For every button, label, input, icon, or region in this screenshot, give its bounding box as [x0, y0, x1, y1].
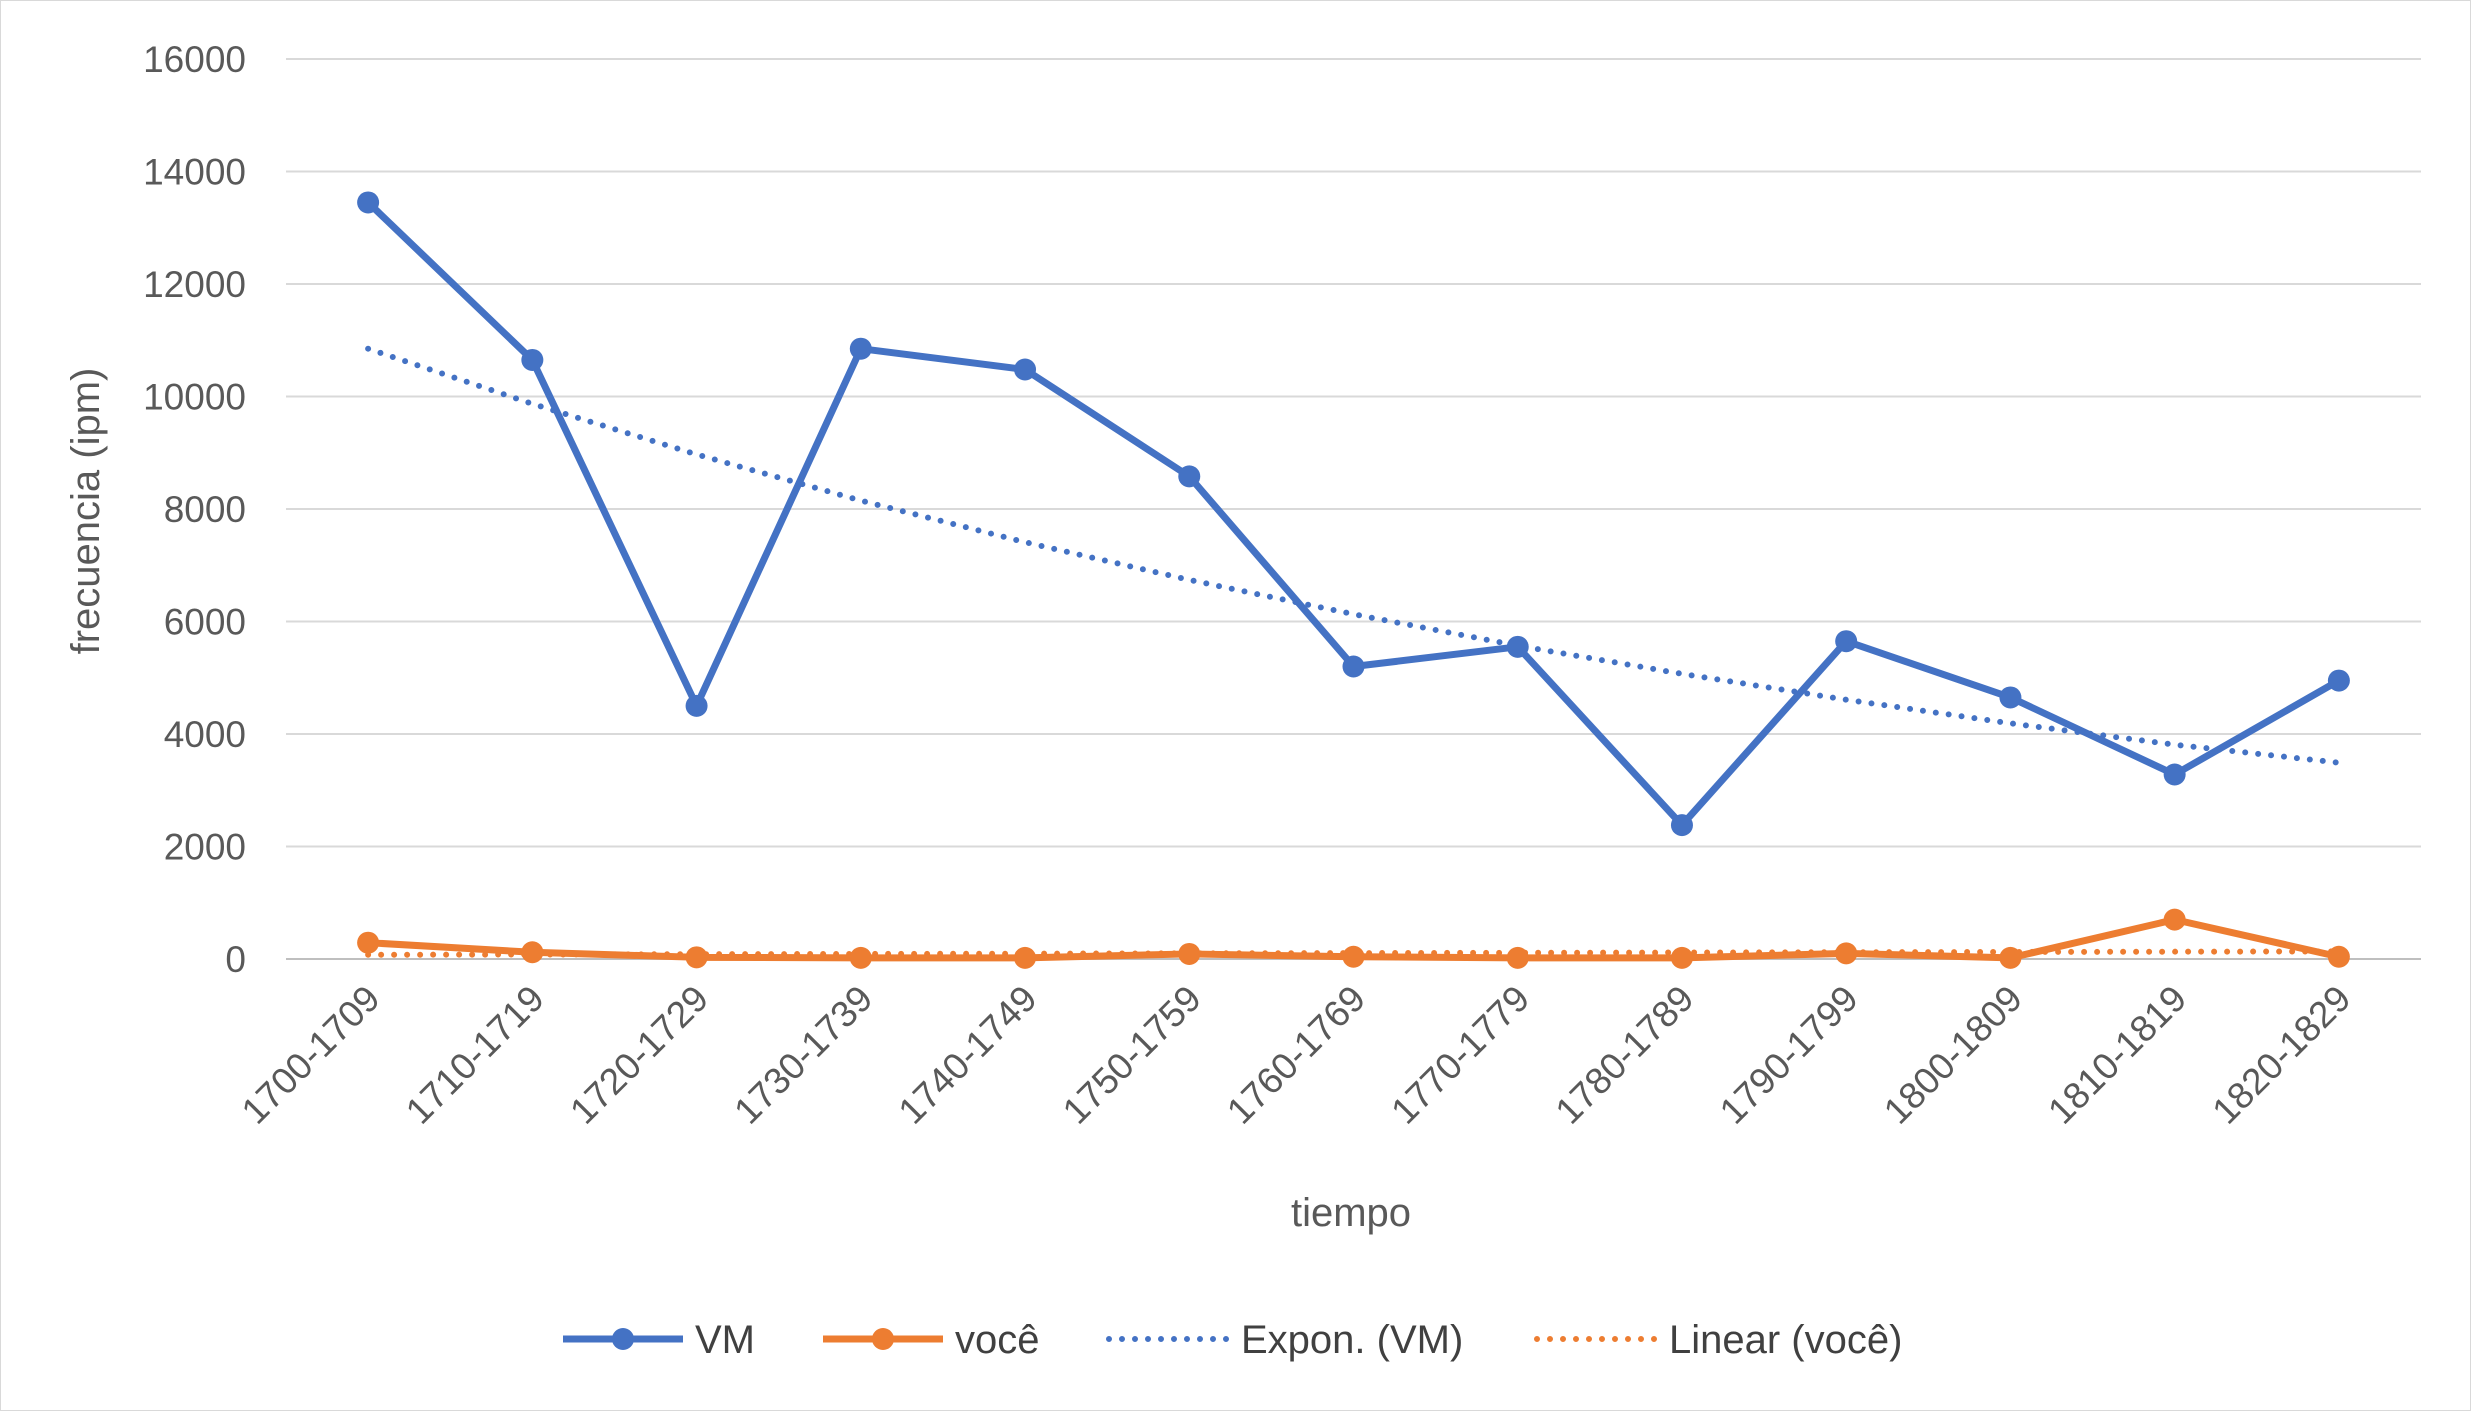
data-point	[357, 191, 380, 214]
legend-marker	[872, 1328, 894, 1350]
y-tick-label: 12000	[143, 264, 246, 305]
x-tick-label: 1820-1829	[2204, 978, 2358, 1132]
x-tick-label: 1800-1809	[1876, 978, 2030, 1132]
data-point	[357, 931, 380, 954]
data-point	[1178, 942, 1201, 965]
x-tick-label: 1710-1719	[398, 978, 552, 1132]
legend-label: você	[955, 1318, 1040, 1362]
x-tick-label: 1770-1779	[1383, 978, 1537, 1132]
data-point	[1014, 358, 1037, 381]
data-point	[1835, 630, 1858, 653]
x-tick-label: 1720-1729	[562, 978, 716, 1132]
x-tick-label: 1750-1759	[1055, 978, 1209, 1132]
data-point	[1506, 635, 1529, 658]
data-point	[685, 946, 708, 969]
data-point	[849, 946, 872, 969]
y-tick-label: 6000	[164, 602, 246, 643]
legend-label: VM	[695, 1318, 755, 1362]
x-tick-label: 1780-1789	[1548, 978, 1702, 1132]
data-point	[2163, 763, 2186, 786]
x-tick-label: 1810-1819	[2040, 978, 2194, 1132]
x-tick-label: 1700-1709	[234, 978, 388, 1132]
x-tick-label: 1740-1749	[891, 978, 1045, 1132]
y-axis-ticks: 0 2000 4000 6000 8000 10000 12000 14000 16000	[143, 39, 246, 980]
y-tick-label: 4000	[164, 714, 246, 755]
data-point	[849, 337, 872, 360]
data-point	[1835, 942, 1858, 965]
data-point	[1670, 814, 1693, 837]
y-tick-label: 16000	[143, 39, 246, 80]
legend-label: Linear (você)	[1669, 1318, 1902, 1362]
data-point	[1670, 946, 1693, 969]
data-point	[2163, 908, 2186, 931]
x-tick-label: 1730-1739	[726, 978, 880, 1132]
series-line-0	[364, 198, 2343, 829]
gridlines	[286, 58, 2421, 960]
series-line-2	[365, 345, 2342, 766]
data-point	[521, 348, 544, 371]
y-tick-label: 2000	[164, 827, 246, 868]
y-tick-label: 0	[225, 939, 246, 980]
data-point	[1506, 946, 1529, 969]
legend: VM você Expon. (VM) Linear (você)	[563, 1318, 1902, 1362]
data-point	[1014, 946, 1037, 969]
data-point	[1342, 655, 1365, 678]
data-point	[1999, 946, 2022, 969]
legend-marker	[612, 1328, 634, 1350]
x-axis-ticks: 1700-1709 1710-1719 1720-1729 1730-1739 1740…	[234, 978, 2359, 1132]
data-point	[2327, 945, 2350, 968]
data-point	[1178, 465, 1201, 488]
x-tick-label: 1760-1769	[1219, 978, 1373, 1132]
data-point	[685, 694, 708, 717]
x-axis-title: tiempo	[1291, 1191, 1411, 1235]
y-axis-title: frecuencia (ipm)	[64, 368, 108, 655]
data-point	[1999, 686, 2022, 709]
data-point	[2327, 669, 2350, 692]
y-tick-label: 10000	[143, 377, 246, 418]
data-point	[1342, 945, 1365, 968]
series	[357, 191, 2350, 969]
data-point	[521, 941, 544, 964]
y-tick-label: 14000	[143, 152, 246, 193]
x-tick-label: 1790-1799	[1712, 978, 1866, 1132]
legend-label: Expon. (VM)	[1241, 1318, 1463, 1362]
y-tick-label: 8000	[164, 489, 246, 530]
